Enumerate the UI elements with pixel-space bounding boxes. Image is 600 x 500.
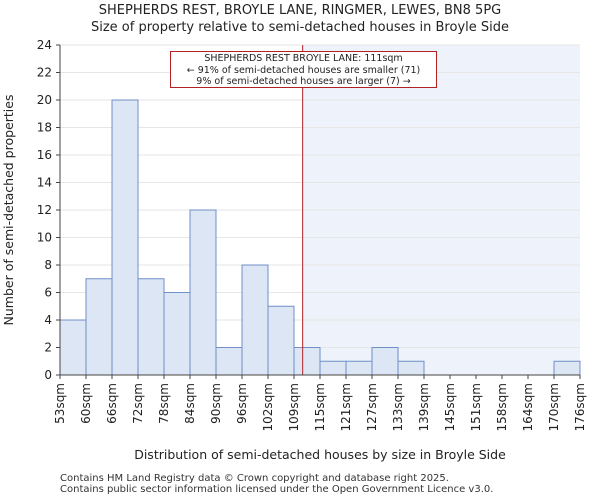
y-tick-label-6: 6: [44, 286, 52, 300]
x-tick-label-158sqm: 158sqm: [495, 383, 509, 431]
bar-66sqm: [111, 99, 139, 376]
y-tick-label-12: 12: [37, 203, 52, 217]
y-tick-label-10: 10: [37, 231, 52, 245]
x-tick-label-133sqm: 133sqm: [391, 383, 405, 431]
y-tick-label-22: 22: [37, 66, 52, 80]
x-tick-label-164sqm: 164sqm: [521, 383, 535, 431]
bar-84sqm: [189, 209, 217, 376]
bar-102sqm: [267, 305, 295, 376]
x-tick-label-139sqm: 139sqm: [417, 383, 431, 431]
bar-170sqm: [553, 360, 581, 376]
y-tick-label-14: 14: [37, 176, 52, 190]
x-tick-label-176sqm: 176sqm: [573, 383, 587, 431]
y-tick-label-24: 24: [37, 38, 52, 52]
annotation-line1: SHEPHERDS REST BROYLE LANE: 111sqm: [204, 53, 403, 64]
bar-115sqm: [319, 360, 347, 376]
x-tick-label-127sqm: 127sqm: [365, 383, 379, 431]
chart-title-line1: SHEPHERDS REST, BROYLE LANE, RINGMER, LE…: [98, 3, 502, 18]
y-axis-label: Number of semi-detached properties: [1, 95, 16, 326]
chart-subtitle: Size of property relative to semi-detach…: [90, 20, 509, 35]
x-tick-label-121sqm: 121sqm: [339, 383, 353, 431]
x-tick-label-102sqm: 102sqm: [261, 383, 275, 431]
x-tick-label-53sqm: 53sqm: [53, 383, 67, 424]
x-tick-label-66sqm: 66sqm: [105, 383, 119, 424]
y-tick-label-18: 18: [37, 121, 52, 135]
y-tick-label-4: 4: [44, 313, 52, 327]
x-tick-label-170sqm: 170sqm: [547, 383, 561, 431]
bar-60sqm: [85, 278, 113, 376]
x-tick-label-151sqm: 151sqm: [469, 383, 483, 431]
annotation-line2: ← 91% of semi-detached houses are smalle…: [186, 64, 421, 76]
bar-133sqm: [397, 360, 425, 376]
x-tick-label-115sqm: 115sqm: [313, 383, 327, 431]
bar-53sqm: [59, 319, 87, 376]
y-tick-label-8: 8: [44, 258, 52, 272]
x-tick-label-60sqm: 60sqm: [79, 383, 93, 424]
footer-line2: Contains public sector information licen…: [60, 484, 494, 495]
y-tick-label-2: 2: [44, 341, 52, 355]
bar-109sqm: [293, 347, 321, 376]
y-tick-label-0: 0: [44, 368, 52, 382]
x-tick-label-84sqm: 84sqm: [183, 383, 197, 424]
x-tick-label-78sqm: 78sqm: [157, 383, 171, 424]
x-tick-label-72sqm: 72sqm: [131, 383, 145, 424]
property-annotation-box: SHEPHERDS REST BROYLE LANE: 111sqm ← 91%…: [170, 51, 437, 88]
y-tick-label-16: 16: [37, 148, 52, 162]
bar-121sqm: [345, 360, 373, 376]
footer-line1: Contains HM Land Registry data © Crown c…: [60, 473, 449, 484]
y-tick-label-20: 20: [37, 93, 52, 107]
x-tick-label-145sqm: 145sqm: [443, 383, 457, 431]
bar-96sqm: [241, 264, 269, 376]
x-axis-label: Distribution of semi-detached houses by …: [134, 447, 506, 462]
bar-127sqm: [371, 347, 399, 376]
x-tick-label-90sqm: 90sqm: [209, 383, 223, 424]
x-tick-label-96sqm: 96sqm: [235, 383, 249, 424]
bar-78sqm: [163, 292, 191, 376]
x-tick-label-109sqm: 109sqm: [287, 383, 301, 431]
annotation-line3: 9% of semi-detached houses are larger (7…: [196, 76, 411, 87]
bar-90sqm: [215, 347, 243, 376]
bar-72sqm: [137, 278, 165, 376]
